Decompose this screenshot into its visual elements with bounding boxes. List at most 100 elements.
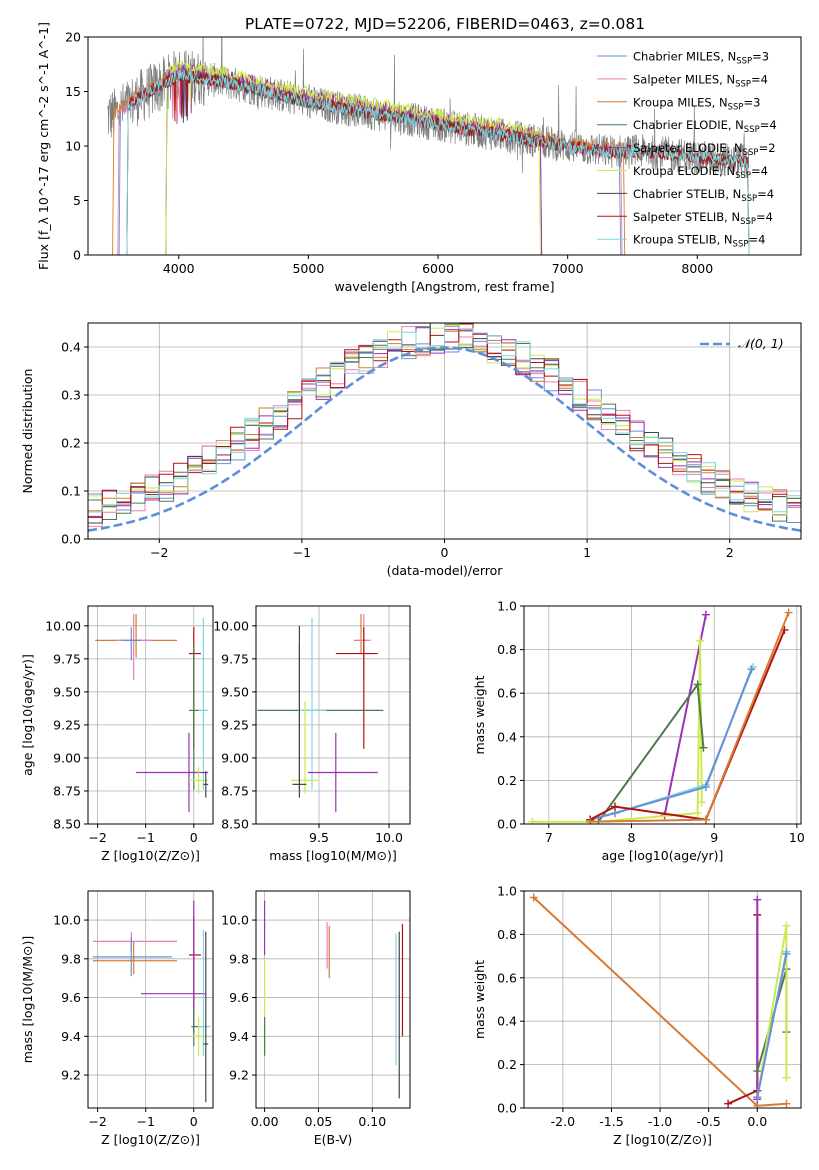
y-tick-label: 10.00 (45, 618, 81, 633)
x-axis-label: (data-model)/error (387, 563, 504, 578)
weight-marker (701, 815, 710, 824)
x-tick-label: −1 (136, 1114, 154, 1129)
y-tick-label: 0.1 (61, 484, 81, 499)
x-tick-label: 10.0 (375, 830, 403, 845)
x-axis-label: Z [log10(Z/Z⊙)] (101, 848, 200, 863)
weight-marker (782, 1099, 791, 1108)
x-tick-label: 0.00 (251, 1114, 279, 1129)
weight-vs-Z-plot-area (529, 893, 791, 1108)
x-tick-label: 9 (710, 830, 718, 845)
weight-marker (782, 921, 791, 930)
y-tick-label: 9.2 (229, 1068, 249, 1083)
x-axis-label: Z [log10(Z/Z⊙)] (613, 1132, 712, 1147)
x-tick-label: 6000 (422, 261, 454, 276)
weight-marker (784, 608, 793, 617)
y-tick-label: 9.00 (53, 750, 81, 765)
legend-count: =4 (751, 72, 768, 86)
weight-marker (529, 893, 538, 902)
x-tick-label: 8 (628, 830, 636, 845)
legend-count: =4 (760, 118, 777, 132)
y-tick-label: 8.75 (53, 783, 81, 798)
y-tick-label: 0.0 (497, 817, 517, 832)
weight-marker (724, 1099, 733, 1108)
y-axis-label: Normed distribution (20, 369, 35, 494)
y-tick-label: 0.3 (61, 388, 81, 403)
legend-subscript: SSP (733, 240, 749, 250)
y-tick-label: 0.4 (497, 1014, 517, 1029)
axes-frame (523, 605, 802, 825)
y-tick-label: 0.2 (61, 436, 81, 451)
weight-marker (782, 949, 791, 958)
x-tick-label: −1 (293, 545, 311, 560)
y-tick-label: 0.4 (497, 729, 517, 744)
weight-vs-age-plot-area (528, 608, 793, 824)
x-tick-label: 0 (190, 830, 198, 845)
x-axis-label: E(B-V) (314, 1132, 353, 1147)
weight-line (589, 668, 753, 821)
y-axis-label: mass weight (472, 675, 487, 754)
mass-vs-Z-plot-area (92, 900, 211, 1103)
x-tick-label: -2.0 (551, 1114, 575, 1129)
y-tick-label: 9.50 (53, 684, 81, 699)
y-tick-label: 9.50 (221, 684, 249, 699)
legend-label: Kroupa ELODIE, NSSP=4 (633, 164, 768, 181)
weight-vs-Z-panel: -2.0 -1.5 -1.0 -0.5 0.0 0.0 0.2 0.4 0.6 0.8 1.0 Z [… (472, 884, 802, 1147)
x-tick-label: -0.5 (696, 1114, 720, 1129)
y-tick-label: 9.6 (229, 990, 249, 1005)
y-tick-label: 0.2 (497, 1057, 517, 1072)
legend-count: =4 (757, 187, 774, 201)
legend-count: =4 (751, 164, 768, 178)
model-spectrum (126, 69, 750, 255)
legend-count: =2 (759, 141, 776, 155)
legend-subscript: SSP (744, 125, 760, 135)
y-tick-label: 5 (73, 193, 81, 208)
y-tick-label: 9.2 (61, 1068, 81, 1083)
x-axis-label: Z [log10(Z/Z⊙)] (101, 1132, 200, 1147)
model-spectrum (126, 70, 750, 255)
x-tick-label: −1 (136, 830, 154, 845)
y-tick-label: 10.0 (53, 913, 81, 928)
y-tick-label: 10.00 (213, 618, 249, 633)
weight-marker (701, 782, 710, 791)
y-tick-label: 1.0 (497, 884, 517, 899)
spectrum-legend: Chabrier MILES, NSSP=3 Salpeter MILES, NS… (597, 50, 777, 250)
y-axis-label: mass weight (472, 960, 487, 1039)
y-tick-label: 9.75 (53, 651, 81, 666)
legend-subscript: SSP (735, 79, 751, 89)
weight-marker (693, 680, 702, 689)
legend-count: =3 (752, 50, 769, 64)
legend-count: =3 (743, 95, 760, 109)
residuals-plot-area (88, 323, 801, 532)
x-tick-label: 8000 (681, 261, 713, 276)
y-tick-label: 8.75 (221, 783, 249, 798)
y-tick-label: 9.25 (53, 717, 81, 732)
x-axis-label: mass [log10(M/M⊙)] (269, 848, 397, 863)
y-axis-label: mass [log10(M/M⊙)] (20, 936, 35, 1064)
y-tick-label: 10 (65, 139, 81, 154)
spectrum-plot-area (107, 37, 750, 255)
y-axis-label: age [log10(age/yr)] (20, 654, 35, 776)
legend-label: Kroupa STELIB, NSSP=4 (633, 233, 765, 250)
weight-line (756, 953, 788, 1098)
legend-count: =4 (748, 233, 765, 247)
legend-subscript: SSP (735, 171, 751, 181)
x-tick-label: 9.5 (309, 830, 329, 845)
x-tick-label: 0.0 (747, 1114, 767, 1129)
weight-line (727, 914, 759, 1105)
y-tick-label: 0.4 (61, 340, 81, 355)
y-axis-label: Flux [f_λ 10^-17 erg cm^-2 s^-1 A^-1] (36, 22, 51, 270)
figure-title: PLATE=0722, MJD=52206, FIBERID=0463, z=0… (245, 15, 645, 33)
x-tick-label: -1.5 (599, 1114, 623, 1129)
axes-frame (87, 890, 214, 1109)
y-tick-label: 9.8 (229, 951, 249, 966)
age-vs-Z-panel: −2 −1 0 8.50 8.75 9.00 9.25 9.50 9.75 10.00 Z [log… (20, 605, 214, 863)
legend-subscript: SSP (743, 148, 759, 158)
y-tick-label: 9.25 (221, 717, 249, 732)
x-tick-label: 10 (789, 830, 805, 845)
weight-marker (753, 1093, 762, 1102)
normal-curve (88, 346, 801, 532)
legend-label: Chabrier ELODIE, NSSP=4 (633, 118, 777, 135)
weight-marker (753, 1067, 762, 1076)
axes-frame (523, 890, 802, 1109)
age-vs-Z-plot-area (95, 613, 209, 813)
